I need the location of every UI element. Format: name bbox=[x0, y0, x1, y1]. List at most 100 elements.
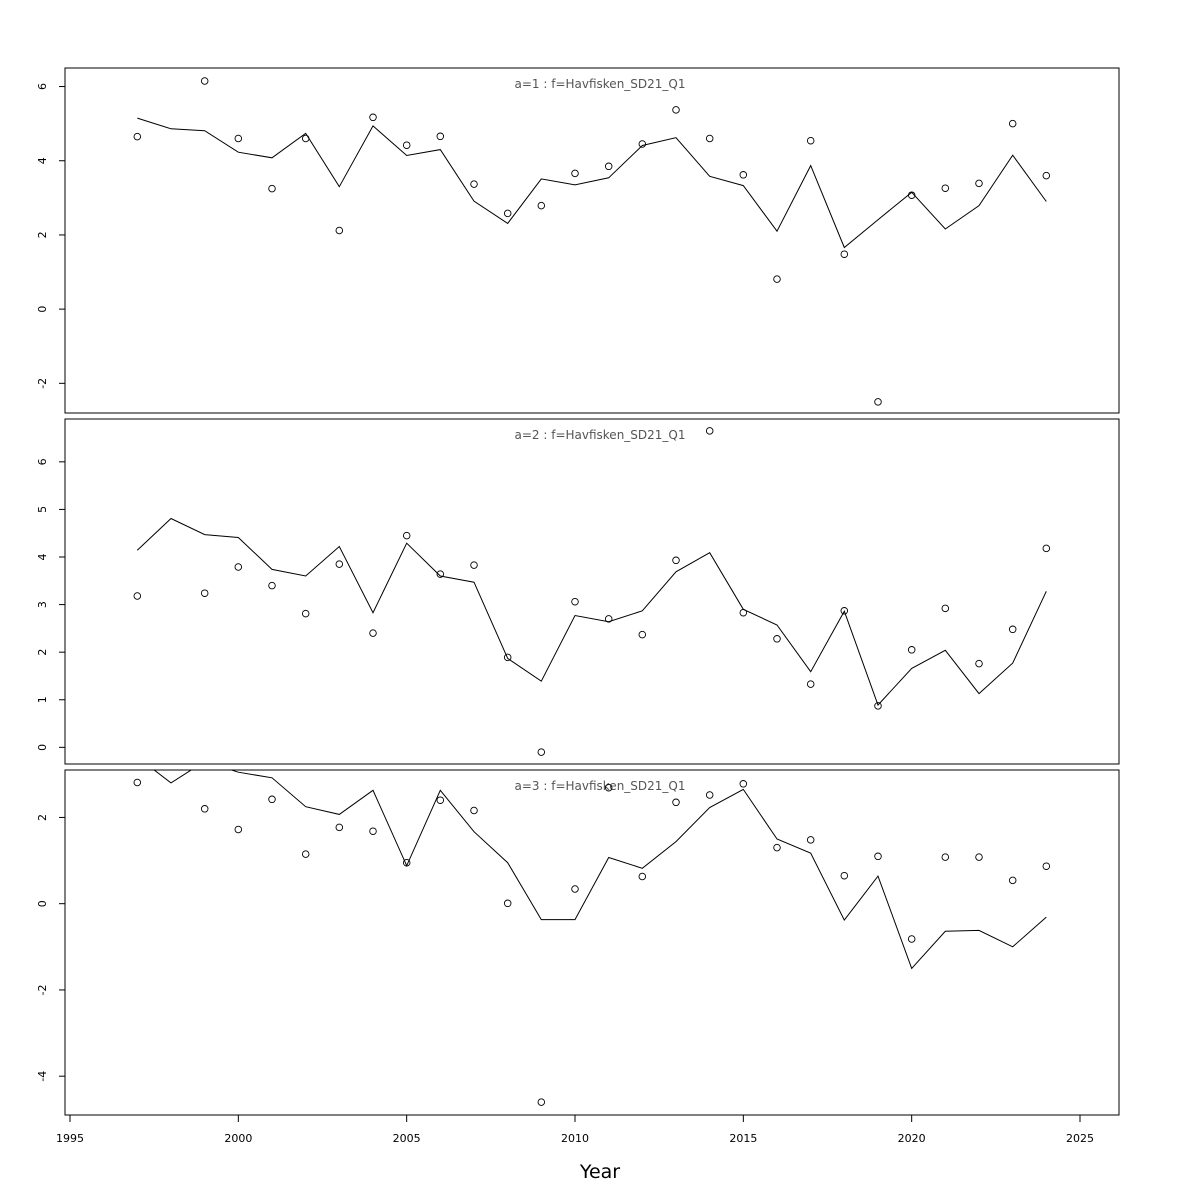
panel-3-point-2002 bbox=[301, 850, 310, 858]
panel-2-point-2006 bbox=[436, 570, 445, 578]
panel-2-point-2021 bbox=[941, 604, 950, 613]
panel-3-point-2014 bbox=[705, 791, 714, 799]
panel-2-point-2014 bbox=[705, 427, 714, 435]
panel-2-title: a=2 : f=Havfisken_SD21_Q1 bbox=[515, 428, 686, 442]
panel-1-point-2019 bbox=[874, 398, 882, 406]
panel-3-y-tick-label-3: 2 bbox=[36, 814, 49, 821]
x-tick-label-2015: 2015 bbox=[729, 1132, 757, 1145]
panel-1-point-2011 bbox=[604, 162, 613, 171]
panel-2-point-2002 bbox=[301, 609, 310, 618]
panel-2-point-2017 bbox=[806, 680, 815, 688]
panel-2-point-2010 bbox=[571, 597, 579, 606]
panel-3-point-2010 bbox=[571, 885, 579, 893]
x-tick-label-2005: 2005 bbox=[393, 1132, 421, 1145]
panel-3-point-1999 bbox=[200, 805, 209, 813]
panel-1-y-tick-label-1: 0 bbox=[36, 306, 49, 313]
panel-1-fitted-line bbox=[137, 117, 1047, 249]
panel-2-point-2011 bbox=[604, 615, 613, 623]
panel-2-y-tick-label-1: 1 bbox=[36, 696, 49, 703]
x-axis: 1995 2000 2005 2010 2015 2020 2025 bbox=[56, 1114, 1094, 1145]
panel-1-point-2005 bbox=[402, 141, 411, 149]
panel-3-series bbox=[133, 770, 1051, 1106]
panel-3-point-2000 bbox=[234, 825, 243, 834]
panel-1-point-2003 bbox=[335, 226, 344, 235]
panel-1-y-tick-label-3: 4 bbox=[36, 157, 49, 164]
panel-2-frame bbox=[64, 418, 1120, 765]
panel-2-point-2015 bbox=[739, 608, 748, 617]
panel-2-point-2024 bbox=[1042, 544, 1051, 553]
panel-2-point-1997 bbox=[133, 592, 142, 600]
panel-3-point-2003 bbox=[335, 823, 344, 832]
panel-3-point-2008 bbox=[503, 899, 512, 908]
x-tick-label-1995: 1995 bbox=[56, 1132, 84, 1145]
panel-1-frame bbox=[64, 67, 1120, 414]
panel-3-point-2023 bbox=[1008, 876, 1017, 885]
panel-2-point-2018 bbox=[840, 607, 849, 615]
panel-1-title: a=1 : f=Havfisken_SD21_Q1 bbox=[515, 77, 686, 91]
panel-3-point-2005 bbox=[402, 858, 411, 867]
x-tick-label-2000: 2000 bbox=[224, 1132, 252, 1145]
panel-1-y-axis: -2 0 2 4 6 bbox=[36, 83, 65, 389]
panel-2-point-2019 bbox=[874, 702, 882, 710]
panel-1-point-2012 bbox=[638, 140, 647, 148]
panel-1-point-2024 bbox=[1042, 171, 1051, 180]
panel-2-y-tick-label-5: 5 bbox=[36, 506, 49, 513]
panel-3-point-2024 bbox=[1042, 862, 1051, 870]
panel-1-point-2018 bbox=[840, 250, 849, 258]
panel-1-point-2016 bbox=[773, 275, 781, 283]
panel-3-point-2001 bbox=[268, 795, 276, 804]
panel-3-y-tick-label-0: -4 bbox=[36, 1071, 49, 1082]
panel-1-point-2013 bbox=[672, 106, 680, 114]
panel-2-point-2023 bbox=[1008, 625, 1017, 634]
panel-2-y-axis: 0 1 2 3 4 5 6 bbox=[36, 458, 65, 751]
panel-2-point-2003 bbox=[335, 560, 344, 568]
panel-1-point-2023 bbox=[1008, 119, 1017, 128]
x-tick-label-2025: 2025 bbox=[1066, 1132, 1094, 1145]
panel-3-point-2004 bbox=[369, 827, 377, 835]
panel-3-point-2015 bbox=[739, 780, 748, 788]
panel-1-point-2009 bbox=[537, 201, 546, 210]
panel-2-point-2009 bbox=[537, 748, 546, 756]
panel-2-point-1999 bbox=[200, 589, 209, 597]
panel-2-point-2012 bbox=[638, 630, 647, 639]
panel-2-fitted-line bbox=[136, 517, 1047, 706]
panel-3-fitted-line bbox=[153, 770, 1047, 970]
panel-2-point-2001 bbox=[268, 581, 276, 590]
panel-2-y-tick-label-6: 6 bbox=[36, 458, 49, 465]
panel-1-point-2000 bbox=[234, 134, 243, 143]
x-axis-title: Year bbox=[579, 1161, 620, 1183]
panel-2-y-tick-label-3: 3 bbox=[36, 601, 49, 608]
panel-3-title: a=3 : f=Havfisken_SD21_Q1 bbox=[515, 779, 686, 793]
panel-3-frame bbox=[64, 769, 1120, 1116]
panel-1: a=1 : f=Havfisken_SD21_Q1 -2 0 2 4 6 bbox=[36, 67, 1120, 414]
panel-1-point-2010 bbox=[571, 169, 579, 178]
panel-1-y-tick-label-4: 6 bbox=[36, 83, 49, 90]
panel-3-point-2021 bbox=[941, 853, 950, 861]
panel-1-point-2015 bbox=[739, 171, 748, 179]
panel-1-point-1997 bbox=[133, 132, 142, 141]
panel-2-point-2007 bbox=[470, 561, 478, 569]
panel-2-point-2016 bbox=[773, 635, 781, 643]
panel-2-series bbox=[133, 427, 1051, 756]
panel-1-point-2021 bbox=[941, 184, 950, 192]
panel-3: a=3 : f=Havfisken_SD21_Q1 -4 -2 0 2 bbox=[36, 769, 1120, 1116]
panel-1-point-2020 bbox=[907, 191, 916, 199]
panel-3-y-tick-label-2: 0 bbox=[36, 900, 49, 907]
x-tick-label-2010: 2010 bbox=[561, 1132, 589, 1145]
panel-1-point-2002 bbox=[301, 134, 310, 143]
panel-1-point-2017 bbox=[806, 136, 815, 145]
panel-3-y-tick-label-1: -2 bbox=[36, 984, 49, 995]
panel-3-point-2016 bbox=[773, 843, 781, 852]
panel-1-point-2022 bbox=[975, 179, 983, 188]
x-tick-label-2020: 2020 bbox=[898, 1132, 926, 1145]
panel-3-point-2019 bbox=[874, 852, 882, 861]
panel-2-y-tick-label-2: 2 bbox=[36, 649, 49, 656]
panel-2-y-tick-label-0: 0 bbox=[36, 744, 49, 751]
panel-3-point-2018 bbox=[840, 871, 849, 880]
panel-1-point-2006 bbox=[436, 132, 445, 141]
panel-3-point-2022 bbox=[975, 853, 983, 861]
panel-2-point-2008 bbox=[503, 653, 512, 662]
panel-3-point-1997 bbox=[133, 778, 142, 787]
panel-2-point-2020 bbox=[907, 646, 916, 654]
panel-1-point-2001 bbox=[268, 184, 276, 193]
